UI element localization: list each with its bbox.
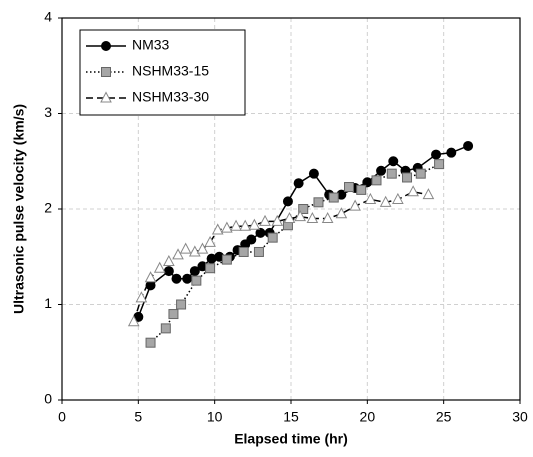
marker [204, 235, 216, 247]
marker [349, 199, 361, 211]
x-tick-label: 30 [512, 409, 528, 425]
marker [145, 337, 156, 348]
y-tick-label: 1 [44, 295, 52, 311]
marker [446, 147, 457, 158]
x-axis-title: Elapsed time (hr) [234, 431, 348, 447]
marker [160, 323, 171, 334]
y-tick-label: 2 [44, 200, 52, 216]
marker [386, 168, 397, 179]
marker [221, 221, 233, 233]
marker [176, 299, 187, 310]
marker [101, 41, 111, 51]
marker [321, 211, 334, 224]
marker [135, 291, 148, 303]
marker [239, 219, 252, 231]
marker [463, 140, 474, 151]
marker [100, 91, 112, 103]
x-tick-label: 5 [134, 409, 142, 425]
marker [407, 185, 419, 197]
x-tick-label: 15 [283, 409, 299, 425]
legend: NM33 NSHM33-15 NSHM33-30 [79, 29, 246, 116]
marker [171, 273, 182, 284]
marker [298, 204, 309, 214]
marker [402, 172, 413, 183]
marker [371, 175, 382, 186]
x-tick-label: 0 [58, 409, 66, 425]
marker [248, 218, 261, 230]
marker [163, 266, 174, 277]
legend-label: NSHM33-15 [132, 63, 209, 79]
marker [191, 275, 202, 286]
marker [392, 192, 404, 204]
marker [431, 149, 442, 160]
marker [434, 159, 445, 170]
marker [246, 234, 257, 245]
marker [172, 248, 184, 260]
marker [101, 67, 111, 77]
marker [205, 263, 216, 274]
marker [294, 210, 306, 222]
marker [335, 207, 348, 219]
marker [163, 254, 175, 267]
marker [267, 232, 278, 243]
y-tick-label: 4 [44, 9, 52, 25]
marker [271, 214, 284, 226]
x-tick-label: 25 [436, 409, 452, 425]
marker [344, 182, 355, 193]
marker [259, 214, 271, 226]
marker [230, 219, 242, 231]
marker [179, 242, 192, 254]
plot-frame [61, 17, 521, 401]
legend-label: NSHM33-30 [132, 89, 209, 105]
marker [356, 184, 367, 195]
marker [308, 168, 319, 179]
marker [364, 192, 377, 204]
marker [422, 188, 435, 200]
marker [328, 192, 339, 203]
marker [415, 168, 426, 179]
marker [189, 266, 200, 277]
marker [238, 246, 249, 257]
y-tick-label: 0 [44, 391, 52, 407]
x-tick-label: 10 [207, 409, 223, 425]
marker [182, 273, 193, 284]
marker [306, 211, 319, 224]
marker [211, 223, 224, 235]
y-axis-title: Ultrasonic pulse velocity (km/s) [11, 104, 27, 314]
marker [293, 178, 304, 189]
marker [379, 195, 392, 207]
marker [388, 156, 399, 167]
x-tick-label: 20 [360, 409, 376, 425]
marker [153, 261, 166, 273]
marker [313, 197, 324, 208]
marker [127, 315, 140, 327]
marker [376, 165, 387, 176]
legend-label: NM33 [132, 37, 170, 53]
marker [196, 242, 209, 254]
marker [221, 254, 232, 265]
marker [282, 196, 293, 207]
marker [168, 309, 179, 320]
marker [144, 271, 157, 283]
y-tick-label: 3 [44, 104, 52, 120]
marker [253, 246, 264, 257]
marker [283, 211, 296, 224]
